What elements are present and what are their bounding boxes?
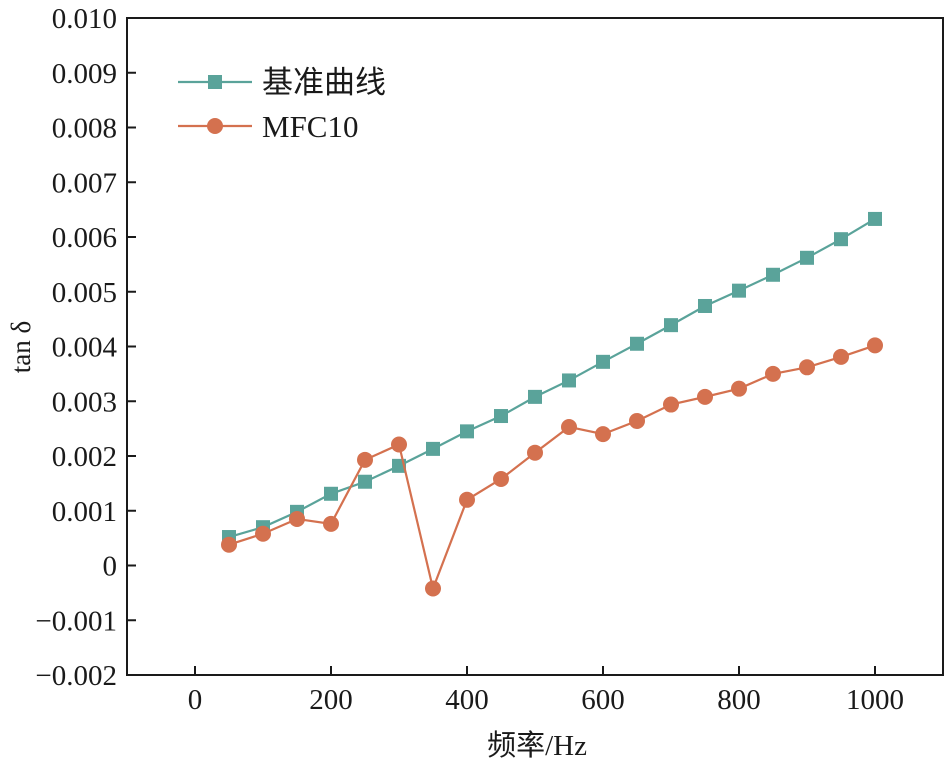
data-point	[765, 365, 781, 382]
data-point	[561, 418, 577, 435]
y-tick-label: 0.007	[52, 167, 117, 199]
x-tick-label: 400	[445, 684, 489, 716]
y-tick-label: 0.004	[52, 332, 118, 364]
legend: 基准曲线 MFC10	[178, 65, 386, 144]
data-point	[799, 359, 815, 376]
data-point	[833, 348, 849, 365]
data-point	[629, 412, 645, 429]
x-tick-label: 0	[188, 684, 203, 716]
data-point	[358, 474, 372, 489]
x-tick-label: 1000	[846, 684, 904, 716]
y-tick-label: −0.002	[35, 660, 117, 692]
data-point	[460, 424, 474, 439]
data-point	[630, 336, 644, 351]
legend-marker	[208, 75, 222, 89]
data-point	[800, 250, 814, 265]
x-axis-title: 频率/Hz	[487, 729, 587, 762]
data-point	[357, 451, 373, 468]
data-point	[697, 388, 713, 405]
data-point	[289, 510, 305, 527]
y-tick-label: −0.001	[35, 605, 117, 637]
data-point	[324, 486, 338, 501]
y-tick-label: 0	[103, 551, 118, 583]
y-tick-label: 0.010	[52, 3, 117, 35]
data-point	[459, 491, 475, 508]
data-point	[731, 380, 747, 397]
data-point	[494, 409, 508, 424]
y-tick-label: 0.006	[52, 222, 117, 254]
data-point	[834, 232, 848, 247]
x-tick-label: 600	[581, 684, 625, 716]
data-point	[664, 318, 678, 333]
data-point	[698, 298, 712, 313]
data-point	[527, 444, 543, 461]
y-tick-label: 0.003	[52, 386, 117, 418]
data-point	[425, 580, 441, 597]
data-point	[595, 426, 611, 443]
y-axis-ticks: −0.002 −0.001 0 0.001 0.002 0.003 0.004 0.005 0.…	[35, 3, 136, 692]
data-point	[732, 283, 746, 298]
data-point	[323, 515, 339, 532]
legend-label: MFC10	[262, 109, 358, 144]
y-tick-label: 0.009	[52, 58, 117, 90]
data-point	[663, 396, 679, 413]
series-1	[222, 211, 882, 545]
series-2	[221, 337, 883, 597]
data-point	[426, 441, 440, 456]
y-tick-label: 0.005	[52, 277, 117, 309]
data-point	[493, 470, 509, 487]
data-point	[596, 354, 610, 369]
x-axis-ticks: 0 200 400 600 800 1000	[188, 666, 904, 716]
y-tick-label: 0.001	[52, 496, 117, 528]
plot-frame	[126, 17, 944, 676]
data-point	[255, 525, 271, 542]
y-tick-label: 0.002	[52, 441, 117, 473]
legend-label: 基准曲线	[262, 65, 386, 100]
y-tick-label: 0.008	[52, 113, 117, 145]
y-axis-title: tan δ	[6, 321, 36, 373]
data-point	[528, 389, 542, 404]
data-point	[867, 337, 883, 354]
data-point	[868, 211, 882, 226]
legend-item: 基准曲线	[178, 65, 386, 100]
legend-item: MFC10	[178, 109, 358, 144]
data-point	[766, 267, 780, 282]
data-point	[562, 373, 576, 388]
legend-marker	[207, 118, 223, 134]
series-line	[228, 344, 876, 593]
data-point	[391, 436, 407, 453]
data-point	[221, 536, 237, 553]
x-tick-label: 800	[717, 684, 761, 716]
x-tick-label: 200	[309, 684, 353, 716]
series-layer	[221, 211, 883, 597]
